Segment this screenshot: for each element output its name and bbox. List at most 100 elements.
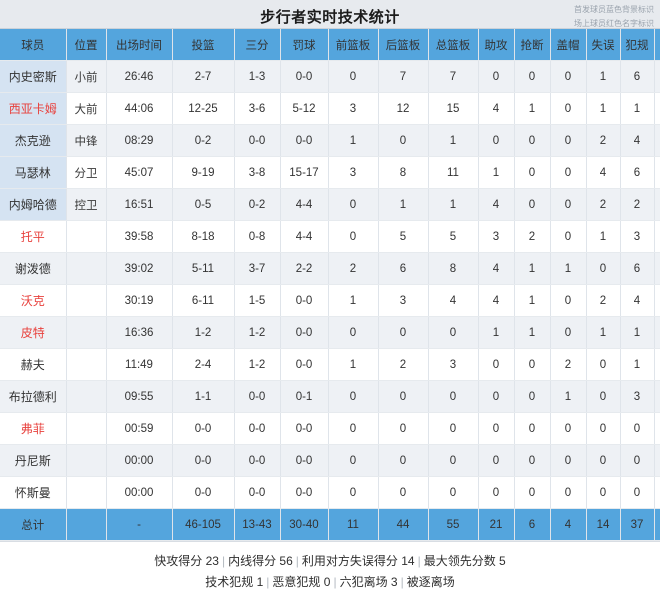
- column-header-9[interactable]: 助攻: [478, 29, 515, 61]
- player-name[interactable]: 弗菲: [0, 412, 67, 445]
- player-name[interactable]: 杰克逊: [0, 124, 67, 157]
- player-name[interactable]: 内史密斯: [0, 60, 67, 93]
- stat-cell: 0: [586, 476, 621, 509]
- stat-cell: 6: [620, 156, 655, 189]
- player-position: 控卫: [66, 188, 107, 221]
- stat-cell: 2: [586, 188, 621, 221]
- stat-cell: 0-5: [172, 188, 235, 221]
- stat-cell: 0: [478, 476, 515, 509]
- stat-cell: -2: [654, 220, 660, 253]
- column-header-13[interactable]: 犯规: [620, 29, 655, 61]
- stat-cell: 2: [328, 252, 379, 285]
- stat-cell: 0: [654, 476, 660, 509]
- legend-note-line1: 首发球员蓝色背景标识: [574, 5, 654, 14]
- stat-cell: 11:49: [106, 348, 173, 381]
- stat-cell: 15-17: [280, 156, 329, 189]
- stat-cell: 6: [620, 252, 655, 285]
- player-name[interactable]: 西亚卡姆: [0, 92, 67, 125]
- player-name[interactable]: 丹尼斯: [0, 444, 67, 477]
- stat-cell: 0: [428, 412, 479, 445]
- stat-cell: 1: [328, 284, 379, 317]
- column-header-14[interactable]: +/-: [654, 29, 660, 61]
- column-header-6[interactable]: 前篮板: [328, 29, 379, 61]
- legend-note: 首发球员蓝色背景标识 场上球员红色名字标识: [574, 3, 654, 31]
- stat-cell: 3: [620, 380, 655, 413]
- player-name[interactable]: 托平: [0, 220, 67, 253]
- player-name[interactable]: 沃克: [0, 284, 67, 317]
- summary-stat: 六犯离场 3: [339, 575, 398, 589]
- summary-stat: 快攻得分 23: [154, 554, 219, 568]
- column-header-4[interactable]: 三分: [234, 29, 281, 61]
- column-header-8[interactable]: 总篮板: [428, 29, 479, 61]
- totals-cell: 55: [428, 508, 479, 541]
- stat-cell: 11: [428, 156, 479, 189]
- column-header-7[interactable]: 后篮板: [378, 29, 429, 61]
- stat-cell: 0: [328, 412, 379, 445]
- stat-cell: 0: [428, 316, 479, 349]
- stat-cell: 5: [428, 220, 479, 253]
- column-header-11[interactable]: 盖帽: [550, 29, 587, 61]
- stat-cell: 1: [514, 92, 551, 125]
- player-name[interactable]: 怀斯曼: [0, 476, 67, 509]
- player-name[interactable]: 布拉德利: [0, 380, 67, 413]
- player-name[interactable]: 谢泼德: [0, 252, 67, 285]
- stat-cell: 2: [586, 284, 621, 317]
- stat-cell: 2: [620, 188, 655, 221]
- stat-cell: 0-0: [234, 476, 281, 509]
- column-header-2[interactable]: 出场时间: [106, 29, 173, 61]
- stat-cell: 1: [620, 92, 655, 125]
- stat-cell: 2: [378, 348, 429, 381]
- column-header-5[interactable]: 罚球: [280, 29, 329, 61]
- totals-cell: [654, 508, 660, 541]
- column-header-0[interactable]: 球员: [0, 29, 67, 61]
- stat-cell: 0: [620, 444, 655, 477]
- player-name[interactable]: 赫夫: [0, 348, 67, 381]
- player-name[interactable]: 皮特: [0, 316, 67, 349]
- stat-cell: 12-25: [172, 92, 235, 125]
- stat-cell: 1: [328, 124, 379, 157]
- stat-cell: 0: [514, 476, 551, 509]
- column-header-12[interactable]: 失误: [586, 29, 621, 61]
- stat-cell: 1: [550, 252, 587, 285]
- player-name[interactable]: 马瑟林: [0, 156, 67, 189]
- stat-cell: 0: [514, 60, 551, 93]
- stat-cell: 1-3: [234, 60, 281, 93]
- column-header-1[interactable]: 位置: [66, 29, 107, 61]
- stat-cell: 0-2: [172, 124, 235, 157]
- stat-cell: 1: [514, 252, 551, 285]
- totals-cell: 46-105: [172, 508, 235, 541]
- stat-cell: 0-0: [280, 60, 329, 93]
- stat-cell: 0: [586, 444, 621, 477]
- player-position: [66, 284, 107, 317]
- totals-cell: 30-40: [280, 508, 329, 541]
- column-header-10[interactable]: 抢断: [514, 29, 551, 61]
- stat-cell: 8: [378, 156, 429, 189]
- stat-cell: 0: [550, 444, 587, 477]
- stat-cell: 0: [378, 476, 429, 509]
- column-header-3[interactable]: 投篮: [172, 29, 235, 61]
- summary-separator: |: [400, 575, 404, 589]
- summary-line-1: 快攻得分 23 | 内线得分 56 | 利用对方失误得分 14 | 最大领先分数 5: [0, 551, 660, 572]
- stat-cell: 0-2: [234, 188, 281, 221]
- stat-cell: 1: [620, 316, 655, 349]
- stat-cell: -9: [654, 380, 660, 413]
- stat-cell: 0: [428, 444, 479, 477]
- stat-cell: 0: [378, 124, 429, 157]
- player-name[interactable]: 内姆哈德: [0, 188, 67, 221]
- stat-cell: 0: [550, 92, 587, 125]
